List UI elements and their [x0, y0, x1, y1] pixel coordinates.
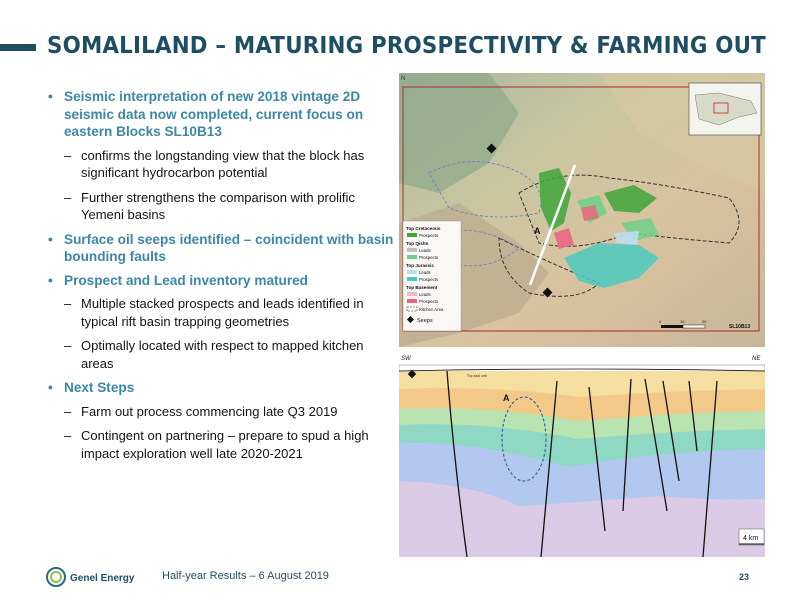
kitchen-outline-central [498, 237, 600, 297]
block-outline [402, 86, 760, 332]
seep-marker-north [486, 143, 497, 154]
bullet-seismic: Seismic interpretation of new 2018 vinta… [44, 88, 398, 141]
map-block-name: SL10B13 [729, 324, 750, 330]
legend-swatch-qishn-leads [407, 248, 417, 252]
legend-label-jurassic-leads: Leads [419, 270, 431, 275]
map-scale-white [682, 324, 706, 329]
top-seal-line [399, 368, 765, 372]
legend-label-qishn-leads: Leads [419, 248, 431, 253]
footer-text: Half-year Results – 6 August 2019 [162, 570, 329, 582]
top-seal-label: Top seal unit [467, 374, 487, 378]
legend-label-basement-leads: Leads [419, 292, 431, 297]
fault-5 [644, 378, 668, 512]
slide-title: SOMALILAND – MATURING PROSPECTIVITY & FA… [47, 33, 766, 59]
kitchen-outline-east [518, 174, 740, 247]
legend-seeps-icon [406, 315, 415, 324]
genel-energy-logo: Genel Energy [46, 567, 135, 587]
bullet-next-steps: Next Steps [44, 379, 398, 397]
prospect-a-label: A [503, 393, 510, 403]
legend-title-cretaceous: Top Cretaceous [406, 226, 441, 231]
sub-bullet-kitchen: Optimally located with respect to mapped… [44, 337, 398, 372]
legend-label-qishn-prospects: Prospects [419, 255, 438, 260]
well-marker [407, 369, 417, 379]
map-scale-black [661, 325, 683, 328]
bullet-list: Seismic interpretation of new 2018 vinta… [44, 88, 398, 469]
logo-ring-inner [50, 571, 62, 583]
inset-coastline [694, 92, 758, 126]
lead-outline-southwest [438, 229, 520, 267]
fault-6 [662, 380, 680, 482]
fault-4 [622, 378, 632, 512]
map-legend-box [402, 220, 462, 332]
prospect-map: A N Top Cretaceous Prospects Top Qishn L… [399, 73, 765, 347]
legend-title-basement: Top Basement [406, 285, 438, 290]
map-scale-tick-10: 10 [680, 319, 685, 324]
legend-title-qishn: Top Qishn [406, 241, 429, 246]
logo-wordmark: Genel Energy [70, 573, 135, 584]
legend-label-seeps: Seeps [417, 318, 433, 324]
prospect-green-north [539, 168, 571, 231]
legend-swatch-jurassic-leads [407, 270, 417, 274]
sub-bullet-spud: Contingent on partnering – prepare to sp… [44, 427, 398, 462]
seismic-line-a [528, 164, 577, 286]
bullet-inventory: Prospect and Lead inventory matured [44, 272, 398, 290]
fault-lines [446, 370, 718, 557]
logo-ring-outer [46, 567, 66, 587]
section-label-ne: NE [752, 356, 761, 362]
page-number: 23 [739, 572, 750, 582]
inset-block-marker [713, 102, 729, 114]
legend-label-basement-prospects: Prospects [419, 299, 438, 304]
map-scale-bar: 0 10 20 [659, 319, 707, 329]
fault-1 [446, 370, 468, 557]
north-arrow: N [401, 76, 405, 82]
legend-swatch-jurassic-prospects [407, 277, 417, 281]
scale-box [738, 528, 765, 546]
map-legend: Top Cretaceous Prospects Top Qishn Leads… [402, 220, 462, 332]
legend-swatch-qishn-prospects [407, 255, 417, 259]
sub-bullet-potential: confirms the longstanding view that the … [44, 147, 398, 182]
prospect-pink-2 [581, 205, 599, 221]
legend-swatch-kitchen [406, 306, 418, 312]
layer-purple [399, 481, 765, 557]
seismic-line-a-label: A [534, 226, 541, 236]
sub-bullet-stacked: Multiple stacked prospects and leads ide… [44, 295, 398, 330]
sub-bullet-farm-out: Farm out process commencing late Q3 2019 [44, 403, 398, 421]
prospect-blue-lead [614, 231, 639, 245]
fault-8 [702, 380, 718, 557]
fault-3 [588, 386, 606, 532]
prospect-a-outline [501, 396, 547, 482]
fault-7 [688, 380, 698, 452]
prospect-teal-large [564, 243, 659, 288]
fault-2 [540, 380, 558, 557]
map-scale-tick-0: 0 [659, 319, 662, 324]
bullet-oil-seeps: Surface oil seeps identified – coinciden… [44, 231, 398, 266]
seep-marker-south [542, 287, 553, 298]
sub-bullet-yemeni: Further strengthens the comparison with … [44, 189, 398, 224]
legend-swatch-basement-leads [407, 292, 417, 296]
legend-label-cretaceous-prospects: Prospects [419, 233, 438, 238]
legend-swatch-basement-prospects [407, 299, 417, 303]
map-scale-tick-20: 20 [702, 319, 707, 324]
prospect-green-east [604, 185, 657, 213]
cross-section: SW NE Top seal unit A 4 km [399, 356, 765, 557]
scale-label: 4 km [743, 535, 758, 542]
legend-label-kitchen: Kitchen Area [419, 307, 444, 312]
legend-swatch-cretaceous-prospects [407, 233, 417, 237]
lead-outline-west [428, 161, 542, 218]
legend-title-jurassic: Top Jurassic [406, 263, 434, 268]
section-label-sw: SW [401, 356, 412, 362]
legend-label-jurassic-prospects: Prospects [419, 277, 438, 282]
prospect-pink-1 [554, 228, 574, 249]
title-accent-bar [0, 44, 36, 51]
